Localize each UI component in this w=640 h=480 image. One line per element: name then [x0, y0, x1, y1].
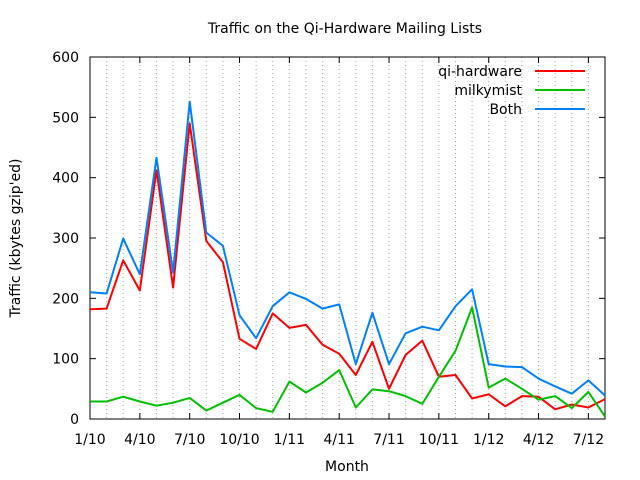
y-tick-labels: 0 100 200 300 400 500 600	[52, 50, 79, 428]
x-tick-label: 7/10	[174, 432, 205, 448]
series-line-qi-hardware	[89, 122, 606, 411]
legend-label: milkymist	[454, 83, 522, 99]
x-tick-label: 10/10	[219, 432, 259, 448]
legend: qi-hardware milkymist Both	[438, 64, 585, 118]
x-tick-label: 10/11	[419, 432, 459, 448]
x-tick-label: 1/12	[473, 432, 504, 448]
series-line-both	[89, 100, 606, 397]
y-tick-label: 600	[52, 50, 79, 66]
y-tick-label: 100	[52, 352, 79, 368]
x-axis-label: Month	[325, 459, 369, 475]
axes	[89, 56, 606, 420]
legend-label: qi-hardware	[438, 64, 522, 80]
x-tick-labels: 1/10 4/10 7/10 10/10 1/11 4/11 7/11 10/11 1/12 4/…	[74, 432, 604, 448]
y-tick-label: 500	[52, 110, 79, 126]
x-tick-label: 4/10	[124, 432, 155, 448]
y-tick-label: 200	[52, 291, 79, 307]
chart-title: Traffic on the Qi-Hardware Mailing Lists	[207, 21, 482, 37]
legend-label: Both	[489, 102, 522, 118]
series-line-milkymist	[90, 306, 606, 418]
x-tick-label: 1/11	[274, 432, 305, 448]
y-tick-label: 0	[70, 412, 79, 428]
x-tick-label: 4/12	[523, 432, 554, 448]
grid-lines	[106, 57, 589, 419]
x-tick-label: 1/10	[74, 432, 105, 448]
y-tick-label: 400	[52, 171, 79, 187]
y-axis-label: Traffic (kbytes gzip'ed)	[8, 159, 24, 319]
series-lines	[89, 100, 606, 418]
x-tick-label: 7/11	[373, 432, 404, 448]
y-tick-label: 300	[52, 231, 79, 247]
x-tick-label: 4/11	[323, 432, 354, 448]
x-tick-label: 7/12	[573, 432, 604, 448]
